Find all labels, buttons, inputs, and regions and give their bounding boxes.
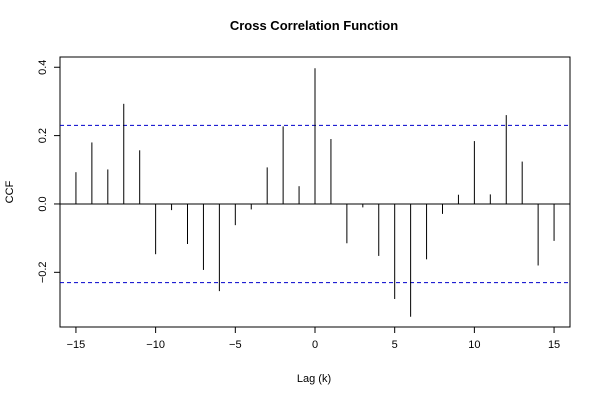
x-tick-label: −15: [67, 339, 86, 351]
chart-title: Cross Correlation Function: [230, 18, 398, 33]
ccf-bars: [75, 68, 555, 317]
x-axis: −15 −10 −5 0 5 10 15: [67, 326, 560, 351]
y-tick-label: 0.2: [37, 128, 49, 143]
y-tick-label: 0.0: [37, 196, 49, 211]
y-tick-label: −0.2: [37, 261, 49, 283]
x-tick-label: 15: [548, 339, 560, 351]
x-tick-label: 5: [392, 339, 398, 351]
x-tick-label: 10: [468, 339, 480, 351]
y-tick-label: 0.4: [37, 60, 49, 75]
x-axis-label: Lag (k): [297, 373, 331, 385]
y-axis-label: CCF: [4, 180, 16, 203]
x-tick-label: −10: [146, 339, 165, 351]
y-axis: −0.2 0.0 0.2 0.4: [37, 60, 60, 283]
x-tick-label: −5: [229, 339, 242, 351]
x-tick-label: 0: [312, 339, 318, 351]
